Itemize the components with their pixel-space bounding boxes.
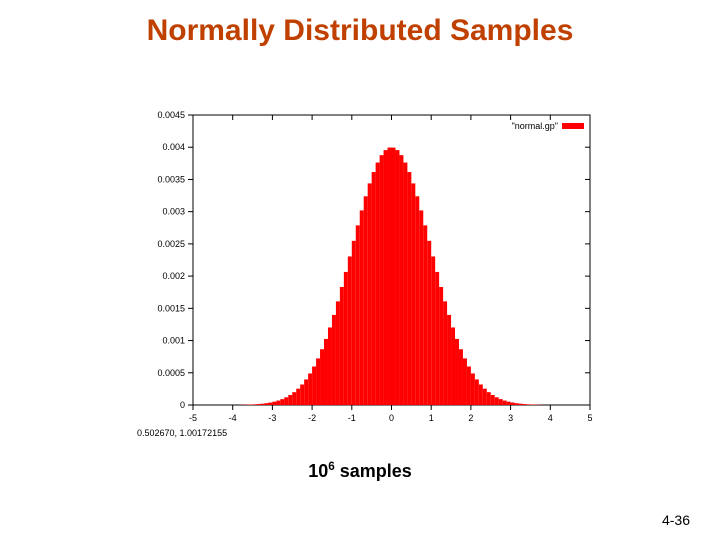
caption-prefix: 10 bbox=[308, 461, 328, 481]
page-number: 4-36 bbox=[662, 512, 690, 528]
page-number-text: 4-36 bbox=[662, 512, 690, 528]
svg-text:0.0045: 0.0045 bbox=[157, 110, 185, 120]
svg-text:3: 3 bbox=[508, 413, 513, 423]
svg-text:-2: -2 bbox=[308, 413, 316, 423]
svg-text:-3: -3 bbox=[268, 413, 276, 423]
slide-title: Normally Distributed Samples bbox=[0, 14, 720, 48]
caption: 106 samples bbox=[0, 460, 720, 482]
svg-text:0: 0 bbox=[389, 413, 394, 423]
svg-text:0.004: 0.004 bbox=[162, 142, 185, 152]
svg-text:0.002: 0.002 bbox=[162, 271, 185, 281]
svg-text:-1: -1 bbox=[348, 413, 356, 423]
svg-text:0.0015: 0.0015 bbox=[157, 303, 185, 313]
svg-text:5: 5 bbox=[587, 413, 592, 423]
slide-title-text: Normally Distributed Samples bbox=[147, 14, 574, 47]
histogram-chart: -5 -4 -3 -2 -1 0 1 2 3 4 5 0 0.0005 0.001 0.0015 0.002 0… bbox=[135, 100, 600, 440]
chart-svg: -5 -4 -3 -2 -1 0 1 2 3 4 5 0 0.0005 0.001 0.0015 0.002 0… bbox=[135, 100, 600, 440]
svg-text:0: 0 bbox=[180, 400, 185, 410]
svg-text:0.502670, 1.00172155: 0.502670, 1.00172155 bbox=[137, 428, 227, 438]
svg-text:0.0005: 0.0005 bbox=[157, 368, 185, 378]
svg-text:4: 4 bbox=[548, 413, 553, 423]
svg-text:0.0025: 0.0025 bbox=[157, 239, 185, 249]
caption-suffix: samples bbox=[335, 461, 412, 481]
svg-text:0.001: 0.001 bbox=[162, 336, 185, 346]
svg-text:0.0035: 0.0035 bbox=[157, 174, 185, 184]
svg-text:-5: -5 bbox=[189, 413, 197, 423]
svg-text:0.003: 0.003 bbox=[162, 207, 185, 217]
svg-text:2: 2 bbox=[468, 413, 473, 423]
svg-text:1: 1 bbox=[429, 413, 434, 423]
svg-text:"normal.gp": "normal.gp" bbox=[512, 121, 558, 131]
svg-text:-4: -4 bbox=[229, 413, 237, 423]
